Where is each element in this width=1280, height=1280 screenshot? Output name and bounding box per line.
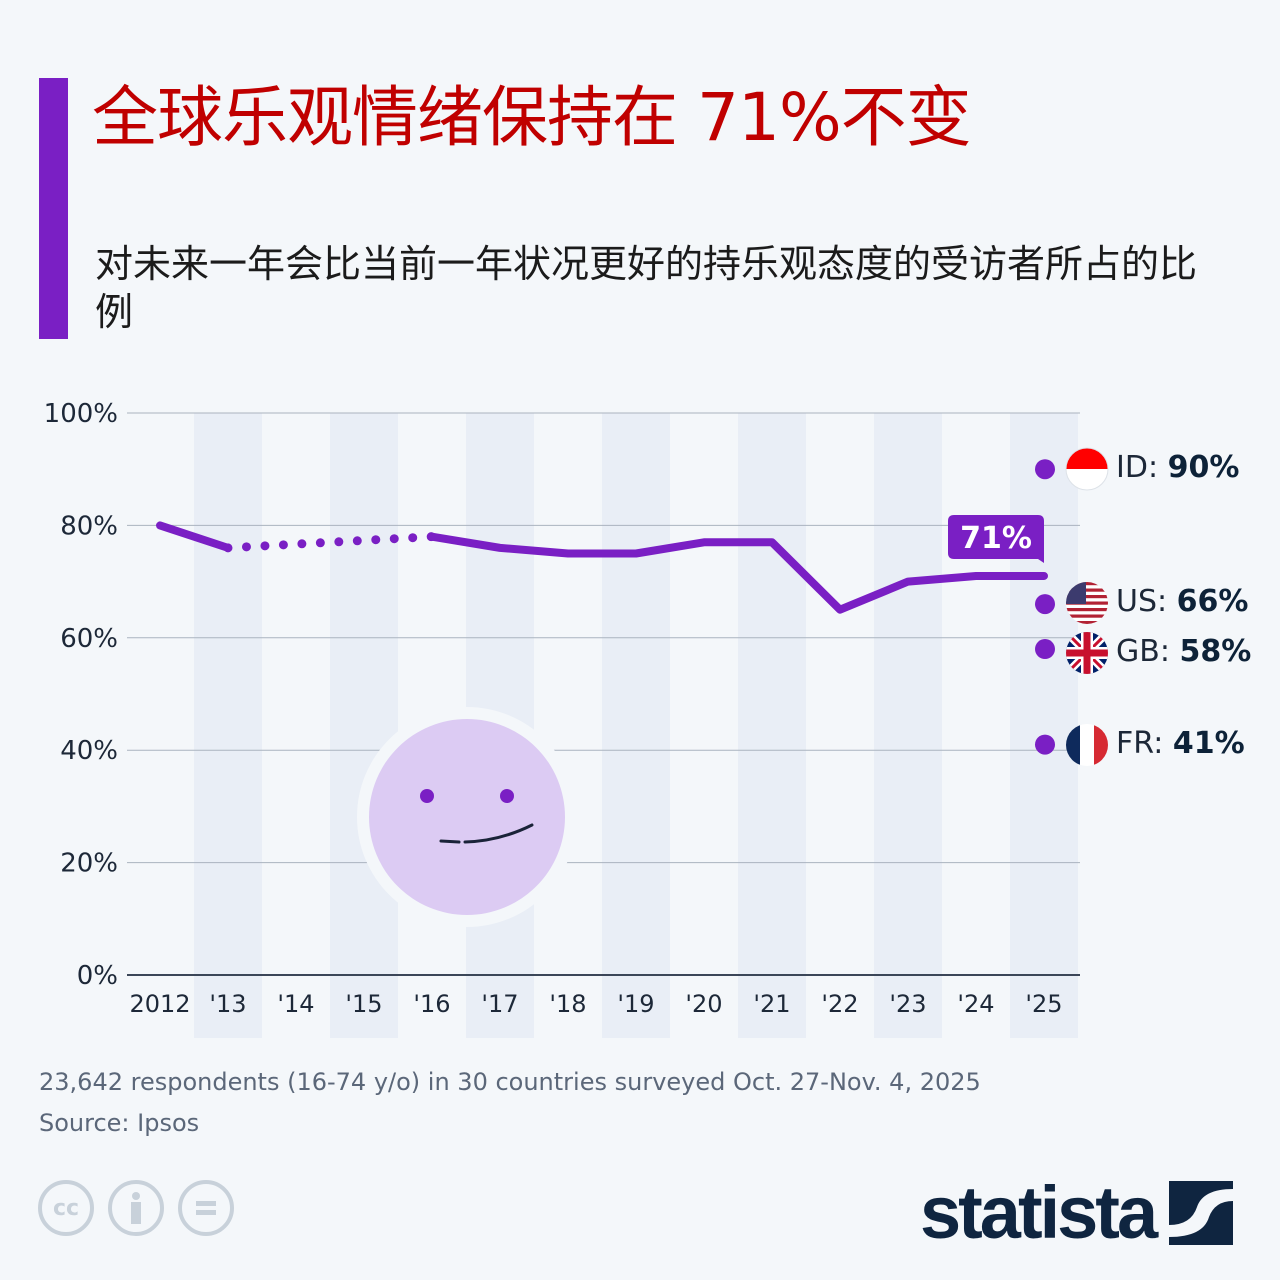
statista-logo-icon [1169,1180,1234,1245]
svg-text:'23: '23 [889,990,926,1018]
source-note: Source: Ipsos [39,1109,200,1137]
svg-text:60%: 60% [60,624,118,654]
svg-text:100%: 100% [44,399,118,429]
svg-text:'20: '20 [685,990,722,1018]
svg-text:'13: '13 [209,990,246,1018]
us-flag-icon [1066,582,1108,624]
indonesia-flag-icon [1065,447,1109,491]
attribution-icon[interactable] [108,1180,164,1236]
svg-text:'21: '21 [753,990,790,1018]
chart-title: 全球乐观情绪保持在 71%不变 [92,79,972,156]
x-axis: 2012 '13 '14 '15 '16 '17 '18 '19 '20 '21 '22 '23 '24… [129,990,1062,1018]
country-dots [1035,459,1055,755]
svg-text:71%: 71% [960,521,1032,556]
svg-text:'25: '25 [1025,990,1062,1018]
svg-text:80%: 80% [60,511,118,541]
uk-flag-icon [1066,632,1108,674]
svg-text:40%: 40% [60,736,118,766]
data-series [156,521,1048,614]
accent-bar [39,78,68,339]
svg-text:'15: '15 [345,990,382,1018]
smiley-face-icon [357,707,577,927]
svg-text:'18: '18 [549,990,586,1018]
svg-text:2012: 2012 [129,990,190,1018]
svg-text:'24: '24 [957,990,994,1018]
callout-71: 71% [948,515,1044,563]
legend-item-fr: FR: 41% [1116,726,1245,761]
license-icons: cc [38,1180,234,1236]
svg-text:0%: 0% [77,961,118,991]
legend-item-gb: GB: 58% [1116,634,1252,669]
svg-text:'22: '22 [821,990,858,1018]
svg-text:20%: 20% [60,849,118,879]
no-derivatives-icon[interactable] [178,1180,234,1236]
chart-subtitle: 对未来一年会比当前一年状况更好的持乐观态度的受访者所占的比例 [95,242,1198,334]
svg-text:'19: '19 [617,990,654,1018]
y-axis: 0% 20% 40% 60% 80% 100% [44,399,118,991]
legend-item-id: ID: 90% [1116,450,1240,485]
cc-icon[interactable]: cc [38,1180,94,1236]
svg-text:'17: '17 [481,990,518,1018]
france-flag-icon [1066,724,1108,766]
statista-logo[interactable]: statista [920,1170,1234,1255]
svg-text:'16: '16 [413,990,450,1018]
survey-note: 23,642 respondents (16-74 y/o) in 30 cou… [39,1068,981,1096]
legend-item-us: US: 66% [1116,584,1249,619]
svg-text:'14: '14 [277,990,314,1018]
gridlines [127,412,1080,976]
year-bands [194,413,1078,1038]
